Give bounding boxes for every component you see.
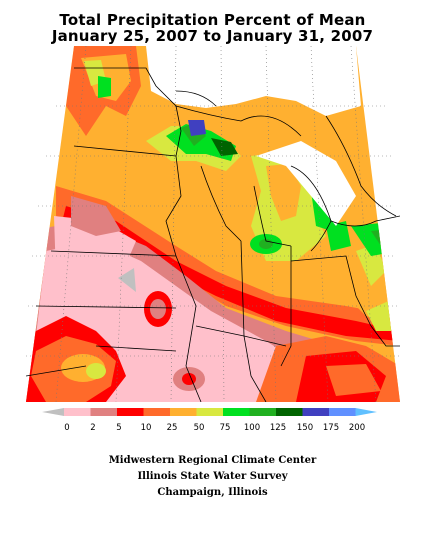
legend-tick-0: 0 bbox=[64, 423, 69, 433]
legend-tick-9: 150 bbox=[297, 423, 313, 433]
legend-swatch-9 bbox=[302, 408, 329, 416]
legend-swatch-1 bbox=[90, 408, 117, 416]
white-region bbox=[146, 46, 361, 226]
legend-tick-10: 175 bbox=[323, 423, 339, 433]
legend-swatch-7 bbox=[249, 408, 276, 416]
legend-tick-3: 10 bbox=[141, 423, 152, 433]
color-legend: 0 2 5 10 25 50 75 100 125 150 175 200 bbox=[42, 408, 377, 433]
legend-tick-8: 125 bbox=[270, 423, 286, 433]
legend-swatch-5 bbox=[196, 408, 223, 416]
map-title-line1: Total Precipitation Percent of Mean bbox=[59, 11, 366, 29]
legend-above-arrow bbox=[355, 408, 377, 416]
state-boundaries bbox=[26, 67, 400, 402]
legend-tick-7: 100 bbox=[244, 423, 260, 433]
legend-swatch-3 bbox=[143, 408, 170, 416]
precipitation-field bbox=[26, 46, 400, 402]
legend-tick-6: 75 bbox=[220, 423, 231, 433]
legend-swatch-10 bbox=[329, 408, 356, 416]
map-title-line2: January 25, 2007 to January 31, 2007 bbox=[51, 27, 374, 45]
legend-tick-4: 25 bbox=[167, 423, 178, 433]
legend-swatch-6 bbox=[223, 408, 250, 416]
legend-swatch-2 bbox=[117, 408, 144, 416]
legend-swatch-0 bbox=[64, 408, 91, 416]
legend-below-arrow bbox=[42, 408, 64, 416]
legend-swatch-8 bbox=[276, 408, 303, 416]
credit-line3: Champaign, Illinois bbox=[157, 487, 268, 498]
legend-tick-11: 200 bbox=[349, 423, 365, 433]
legend-swatch-4 bbox=[170, 408, 197, 416]
legend-tick-1: 2 bbox=[90, 423, 95, 433]
graticule bbox=[26, 46, 400, 402]
precipitation-map bbox=[26, 46, 400, 402]
legend-tick-5: 50 bbox=[194, 423, 205, 433]
credit-line1: Midwestern Regional Climate Center bbox=[108, 455, 317, 466]
credit-line2: Illinois State Water Survey bbox=[137, 471, 288, 482]
legend-tick-2: 5 bbox=[116, 423, 121, 433]
